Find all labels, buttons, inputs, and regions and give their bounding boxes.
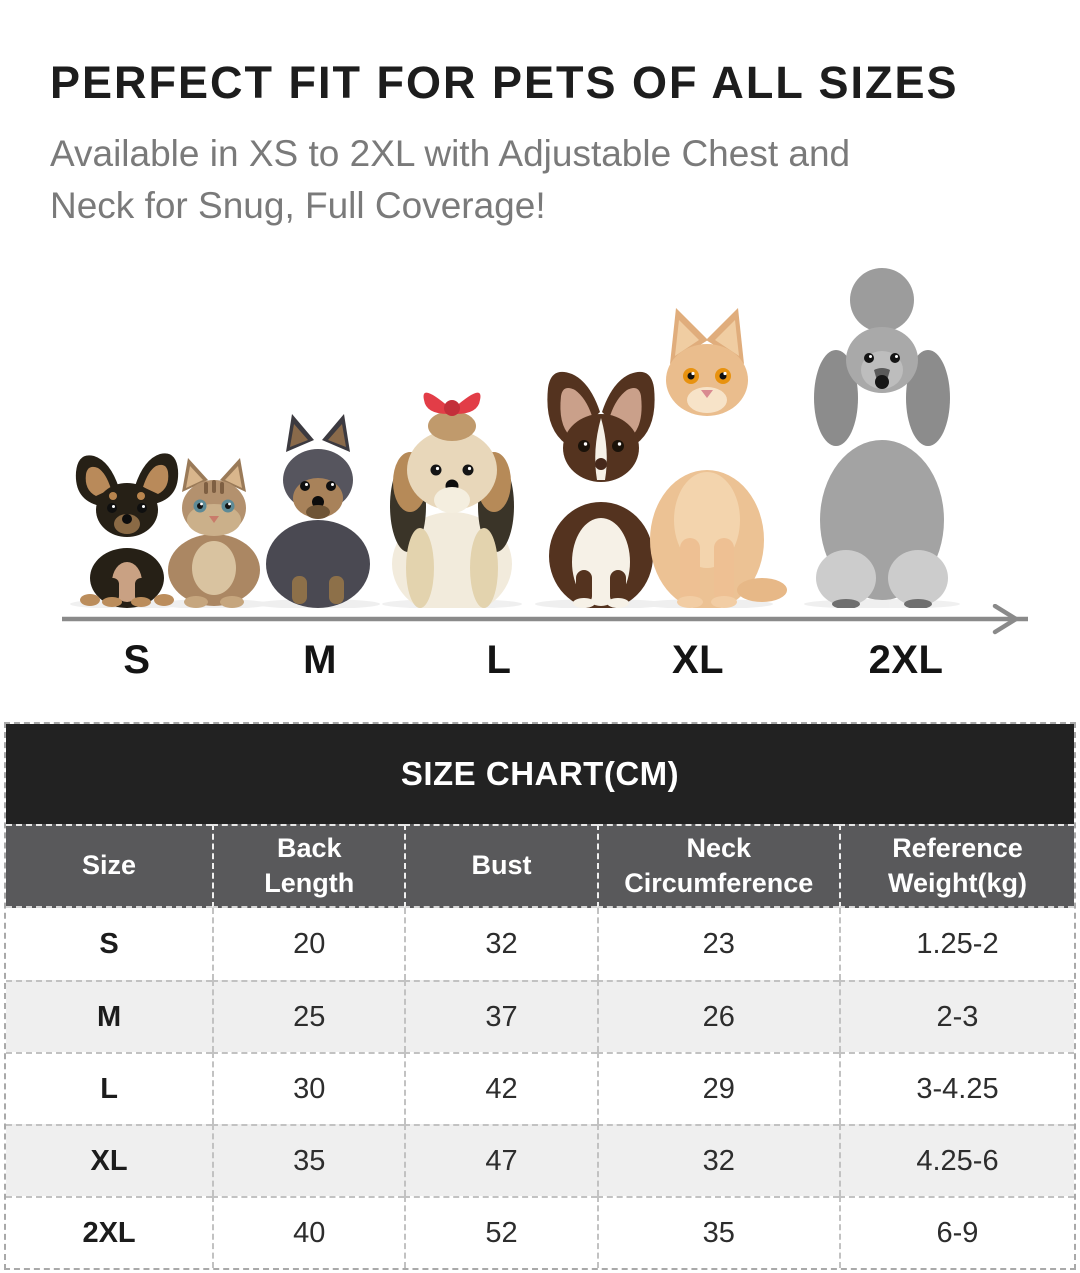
cell-weight: 1.25-2 [839, 908, 1074, 980]
cell-neck: 26 [596, 980, 839, 1052]
cell-weight: 2-3 [839, 980, 1074, 1052]
table-row-m: M 25 37 26 2-3 [6, 980, 1074, 1052]
size-scale-labels: S M L XL 2XL [0, 638, 1080, 694]
cell-neck: 35 [596, 1196, 839, 1268]
column-header-neck-circumference: Neck Circumference [596, 824, 839, 908]
cell-neck: 23 [596, 908, 839, 980]
cell-size: M [6, 980, 213, 1052]
size-scale-label-xl: XL [671, 638, 725, 682]
subtitle-line-1: Available in XS to 2XL with Adjustable C… [50, 132, 851, 174]
cell-neck: 32 [596, 1124, 839, 1196]
pets-size-comparison-figure [0, 248, 1080, 616]
table-row-s: S 20 32 23 1.25-2 [6, 908, 1074, 980]
cell-bust: 37 [404, 980, 597, 1052]
size-scale-label-l: L [486, 638, 512, 682]
table-row-l: L 30 42 29 3-4.25 [6, 1052, 1074, 1124]
page-subtitle: Available in XS to 2XL with Adjustable C… [50, 128, 1040, 233]
cell-size: L [6, 1052, 213, 1124]
size-axis-arrow-icon [62, 603, 1028, 635]
chocolate-chihuahua-illustration [547, 371, 655, 610]
table-row-xl: XL 35 47 32 4.25-6 [6, 1124, 1074, 1196]
column-header-reference-weight: Reference Weight(kg) [839, 824, 1074, 908]
cream-cat-illustration [650, 308, 787, 610]
yorkshire-terrier-illustration [266, 414, 370, 608]
cell-size: 2XL [6, 1196, 213, 1268]
cell-weight: 3-4.25 [839, 1052, 1074, 1124]
black-chihuahua-puppy-illustration [75, 453, 179, 608]
pets-illustration [70, 268, 960, 616]
cell-bust: 32 [404, 908, 597, 980]
cell-neck: 29 [596, 1052, 839, 1124]
size-chart-title: SIZE CHART(CM) [6, 724, 1074, 824]
hero-section: PERFECT FIT FOR PETS OF ALL SIZES Availa… [50, 58, 1040, 233]
size-scale-label-2xl: 2XL [868, 638, 944, 682]
cell-back-length: 20 [212, 908, 405, 980]
cell-back-length: 25 [212, 980, 405, 1052]
column-header-size: Size [6, 824, 213, 908]
cell-bust: 42 [404, 1052, 597, 1124]
cell-size: S [6, 908, 213, 980]
size-scale-label-s: S [123, 638, 151, 682]
cell-back-length: 35 [212, 1124, 405, 1196]
column-header-bust: Bust [404, 824, 597, 908]
cell-back-length: 30 [212, 1052, 405, 1124]
grey-poodle-illustration [814, 268, 950, 609]
size-chart-table: SIZE CHART(CM) Size Back Length Bust Nec… [4, 722, 1076, 1270]
cell-weight: 4.25-6 [839, 1124, 1074, 1196]
cell-size: XL [6, 1124, 213, 1196]
shih-tzu-with-red-bow-illustration [390, 392, 514, 616]
size-scale-label-m: M [303, 638, 337, 682]
cell-bust: 52 [404, 1196, 597, 1268]
subtitle-line-2: Neck for Snug, Full Coverage! [50, 185, 546, 227]
column-header-back-length: Back Length [212, 824, 405, 908]
tabby-kitten-illustration [168, 458, 260, 608]
page-title: PERFECT FIT FOR PETS OF ALL SIZES [50, 57, 959, 108]
cell-back-length: 40 [212, 1196, 405, 1268]
cell-weight: 6-9 [839, 1196, 1074, 1268]
cell-bust: 47 [404, 1124, 597, 1196]
table-row-2xl: 2XL 40 52 35 6-9 [6, 1196, 1074, 1268]
size-chart-header-row: Size Back Length Bust Neck Circumference… [6, 824, 1074, 908]
size-axis [0, 603, 1080, 638]
